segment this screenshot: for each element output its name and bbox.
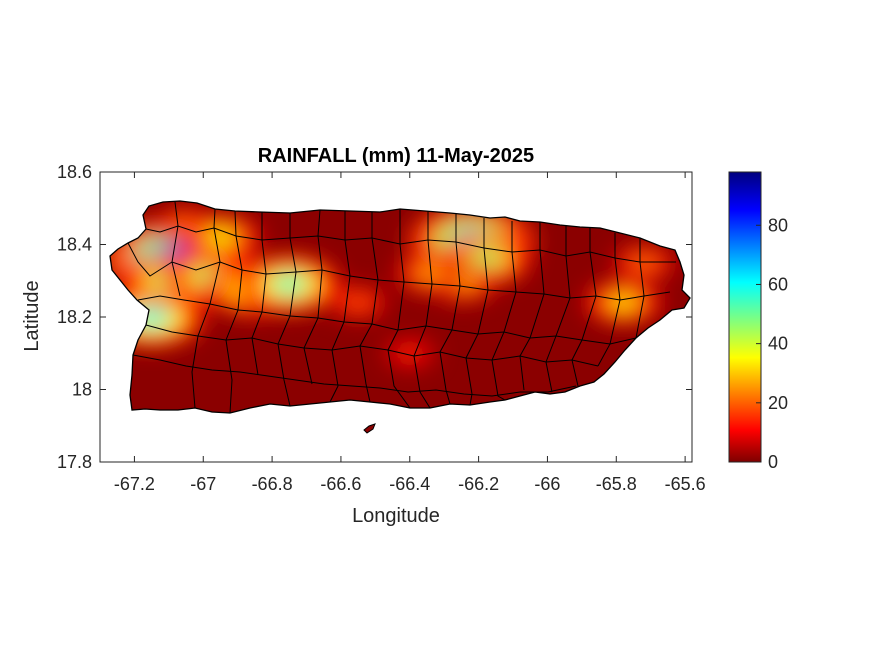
x-tick-label: -66 [534, 474, 560, 494]
municipality-border [277, 213, 297, 407]
rainfall-hotspot [633, 256, 654, 269]
municipality-border [387, 209, 411, 409]
municipality-border [491, 221, 517, 401]
colorbar-tick-label: 80 [768, 215, 788, 235]
municipality-border [127, 242, 267, 277]
municipality-border [145, 225, 346, 241]
municipality-border [635, 238, 645, 339]
municipality-border [303, 209, 323, 385]
x-tick-label: -65.8 [596, 474, 637, 494]
municipality-border [459, 285, 671, 301]
municipality-border [251, 212, 267, 376]
rainfall-hotspot [272, 275, 306, 294]
colorbar-tick-label: 60 [768, 274, 788, 294]
municipality-border [137, 295, 637, 345]
municipality-border [145, 324, 599, 367]
x-tick-label: -66.2 [458, 474, 499, 494]
municipality-border [351, 385, 577, 397]
y-tick-label: 18.4 [57, 235, 92, 255]
municipality-border [465, 218, 489, 406]
municipality-border [225, 210, 243, 413]
chart-title: RAINFALL (mm) 11-May-2025 [258, 145, 534, 167]
x-tick-label: -65.6 [665, 474, 706, 494]
colorbar-tick-label: 0 [768, 452, 778, 472]
y-tick-label: 18 [72, 380, 92, 400]
y-tick-label: 17.8 [57, 452, 92, 472]
municipality-border [545, 226, 571, 393]
municipality-border [329, 211, 351, 403]
island-outline [109, 200, 691, 414]
y-axis-ticks: 18.6 18.4 18.2 18 17.8 [57, 162, 692, 472]
y-tick-label: 18.6 [57, 162, 92, 182]
x-tick-label: -67.2 [114, 474, 155, 494]
small-island [363, 423, 376, 434]
rainfall-hotspot [419, 267, 442, 280]
municipality-border [265, 269, 461, 287]
municipality-border [519, 222, 545, 391]
municipality-border [413, 211, 433, 409]
municipality-border [171, 201, 181, 297]
municipality-border [439, 213, 461, 405]
colorbar-tick-label: 40 [768, 334, 788, 354]
municipality-borders [127, 201, 676, 413]
x-tick-label: -66.8 [252, 474, 293, 494]
x-axis-label: Longitude [352, 505, 440, 527]
rainfall-hotspot [207, 229, 234, 245]
x-axis-ticks: -67.2 -67 -66.8 -66.6 -66.4 -66.2 -66 -65.8 -65.… [114, 172, 706, 494]
rainfall-hotspot [348, 297, 368, 308]
municipality-border [359, 212, 379, 403]
colorbar-ticks: 0 20 40 60 80 [756, 215, 788, 472]
y-tick-label: 18.2 [57, 307, 92, 327]
municipality-border [191, 208, 221, 409]
colorbar [728, 171, 762, 463]
municipality-border [571, 228, 597, 387]
x-tick-label: -67 [190, 474, 216, 494]
colorbar-tick-label: 20 [768, 393, 788, 413]
x-tick-label: -66.6 [320, 474, 361, 494]
municipality-border [132, 354, 353, 387]
y-axis-label: Latitude [21, 280, 43, 351]
x-tick-label: -66.4 [389, 474, 430, 494]
